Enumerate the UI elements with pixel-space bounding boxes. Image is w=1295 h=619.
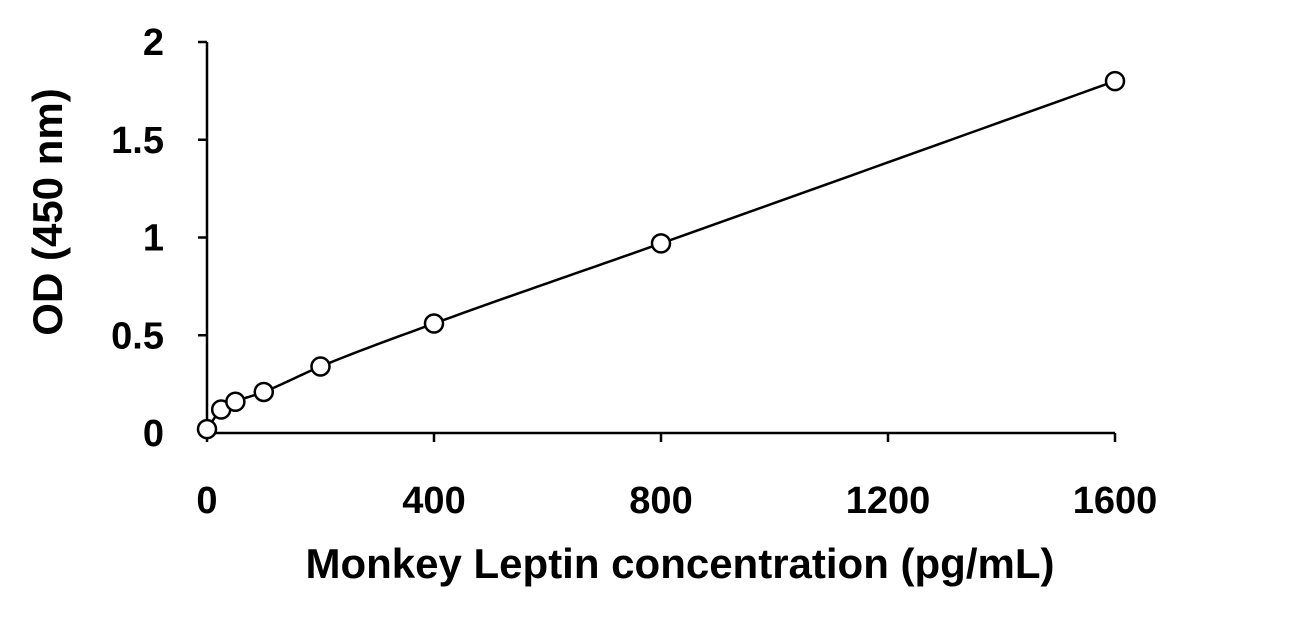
y-tick-label: 0.5 [111,315,164,357]
y-tick-label: 0 [143,413,164,455]
y-tick-label: 1 [143,218,164,260]
data-point [1104,70,1126,92]
plot-area: 0 0.5 1 1.5 2 0 400 800 1200 1600 [111,22,1157,522]
x-tick-label: 1600 [1073,480,1158,522]
x-tick-label: 400 [402,480,465,522]
x-tick-label: 0 [196,480,217,522]
data-point [423,313,445,334]
y-axis-title: OD (450 nm) [24,88,71,335]
data-point [650,233,672,254]
y-tick-label: 1.5 [111,120,164,162]
data-point [310,356,331,377]
data-point [253,381,274,403]
fit-curve [205,79,1116,430]
x-tick-label: 800 [629,480,692,522]
x-axis-title: Monkey Leptin concentration (pg/mL) [305,540,1054,587]
x-tick-label: 1200 [846,480,931,522]
data-point [196,418,218,440]
y-tick-label: 2 [143,22,164,64]
data-point [225,391,246,412]
